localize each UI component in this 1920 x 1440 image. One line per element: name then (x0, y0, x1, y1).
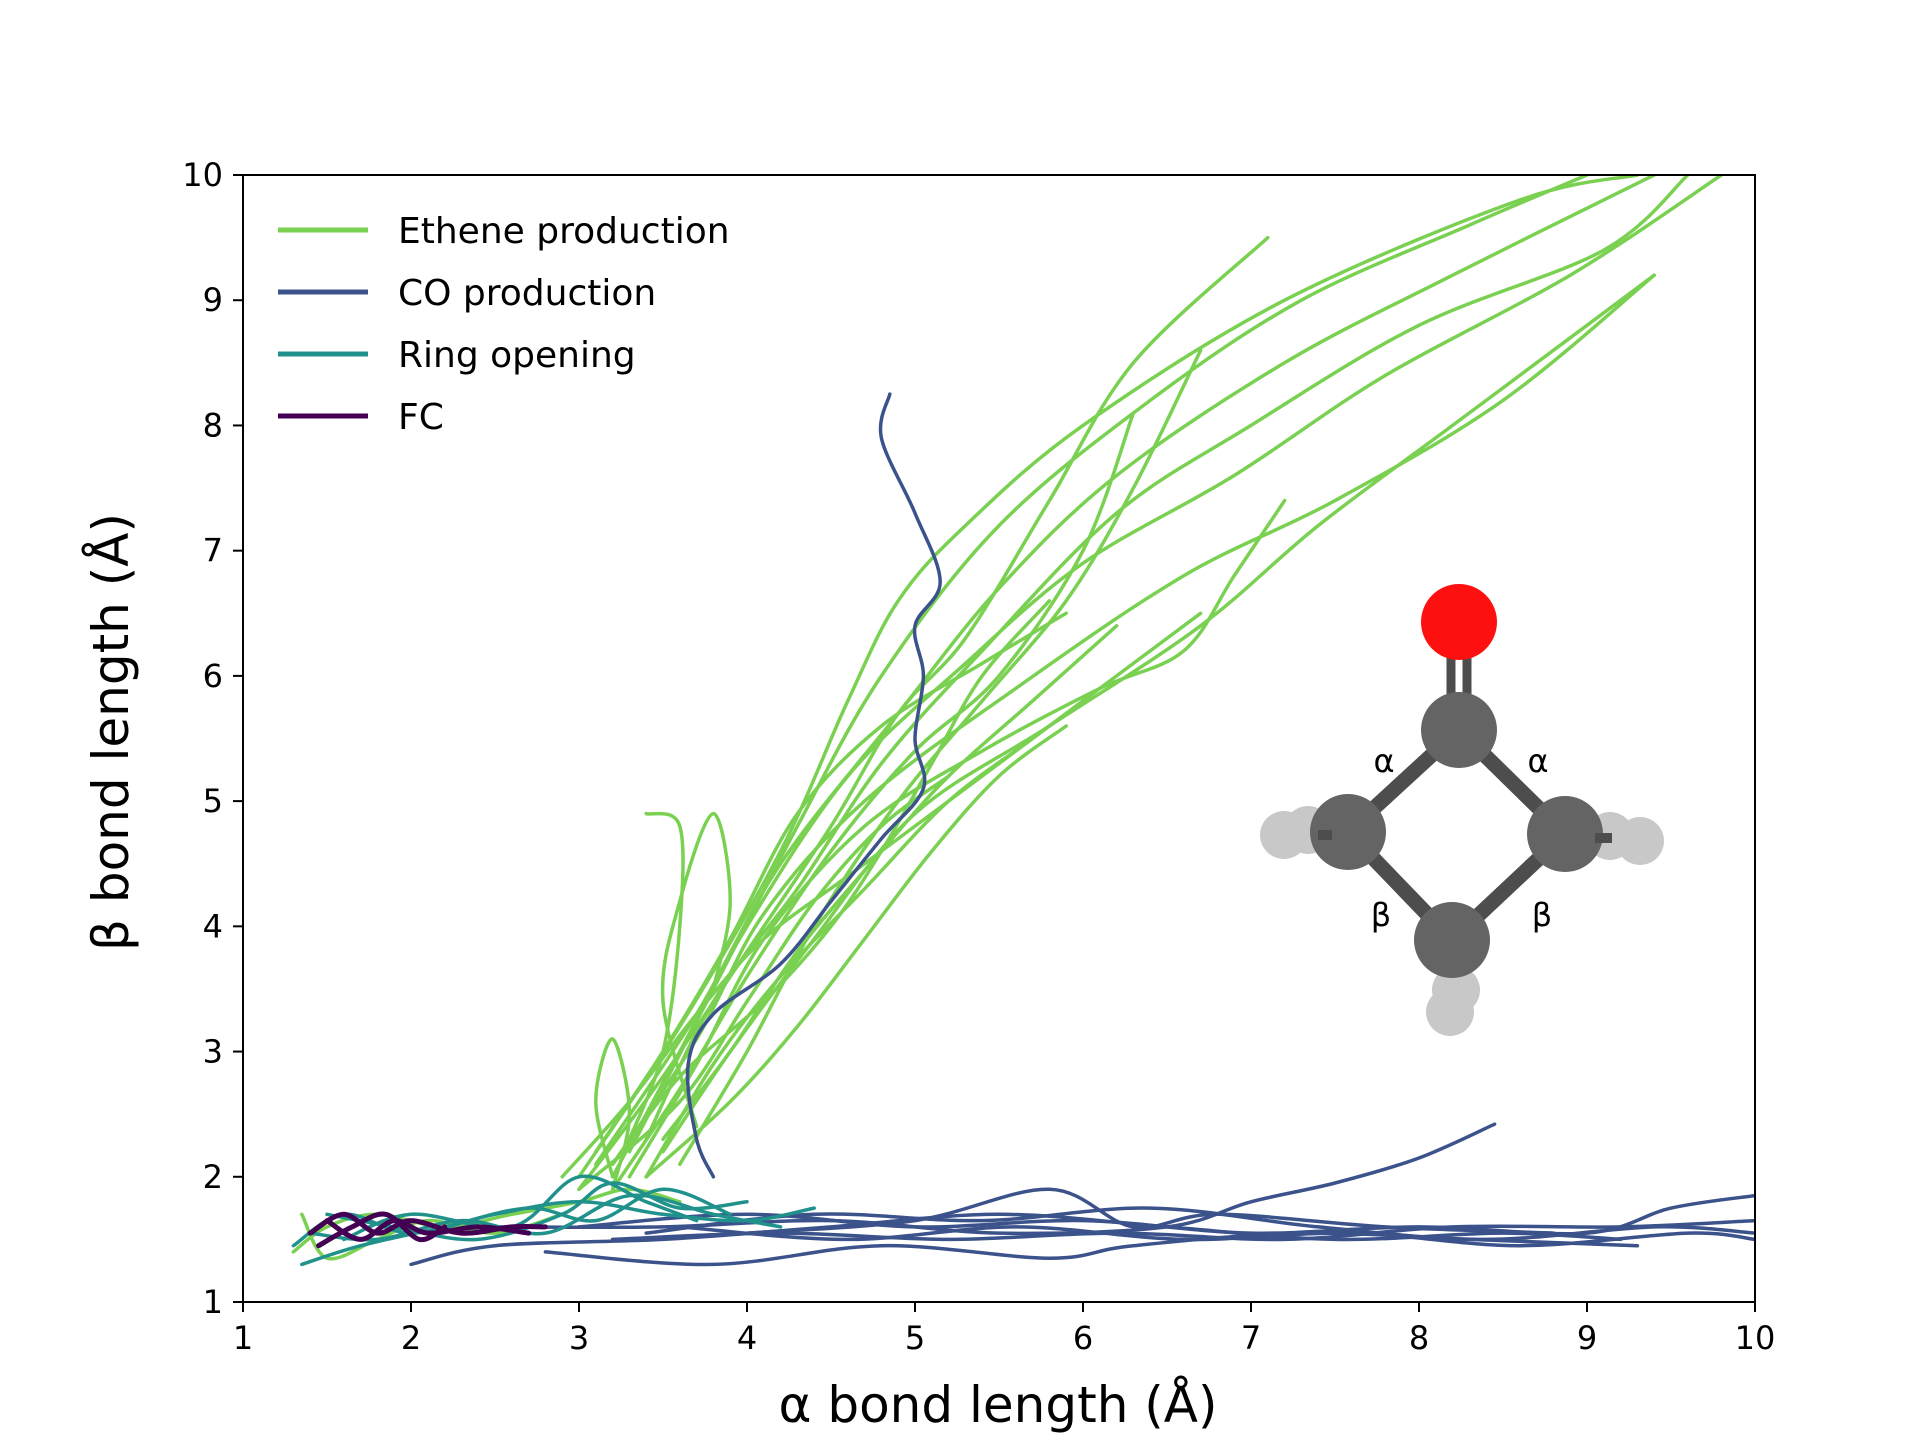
legend-label: FC (398, 397, 444, 438)
carbon-atom-left (1310, 794, 1386, 870)
trajectory-line (627, 811, 685, 1141)
series-co-production (409, 392, 1755, 1267)
x-tick-label: 4 (737, 1319, 757, 1357)
x-tick-label: 2 (401, 1319, 421, 1357)
legend-item: Ring opening (278, 335, 636, 376)
trajectory-line (543, 1231, 1640, 1267)
y-tick-label: 5 (203, 782, 223, 820)
alpha-label-right: α (1527, 742, 1548, 780)
x-tick-label: 8 (1409, 1319, 1429, 1357)
trajectory-line (342, 1174, 699, 1242)
oxygen-atom (1421, 584, 1497, 660)
legend-label: CO production (398, 273, 656, 314)
ticks-layer: 1 2 3 4 5 6 7 8 9 10 1 2 3 4 5 6 7 8 9 10 (182, 156, 1775, 1357)
legend-item: FC (278, 397, 444, 438)
trajectory-line (594, 1037, 632, 1192)
x-axis-label: α bond length (Å) (779, 1376, 1218, 1434)
y-tick-label: 9 (203, 281, 223, 319)
y-tick-label: 3 (203, 1033, 223, 1071)
y-tick-label: 7 (203, 532, 223, 570)
trajectory-line (324, 1218, 532, 1242)
series-ethene-production (291, 175, 1724, 1261)
legend-label: Ethene production (398, 211, 730, 252)
y-tick-label: 4 (203, 907, 223, 945)
hydrogen-atom (1426, 988, 1474, 1036)
y-tick-label: 6 (203, 657, 223, 695)
y-tick-label: 2 (203, 1158, 223, 1196)
trajectory-line (644, 724, 1068, 1179)
x-tick-label: 1 (233, 1319, 253, 1357)
y-tick-label: 10 (182, 156, 223, 194)
trajectory-line (745, 1187, 1556, 1235)
trajectory-line (610, 175, 1724, 1179)
trajectory-line (685, 392, 942, 1179)
trajectory-line (644, 175, 1690, 1141)
beta-label-left: β (1371, 896, 1391, 934)
x-tick-label: 6 (1073, 1319, 1093, 1357)
trajectory-line (316, 1211, 448, 1249)
legend: Ethene production CO production Ring openi… (278, 211, 730, 438)
trajectory-line (300, 1187, 732, 1267)
hydrogen-atom (1616, 817, 1664, 865)
legend-item: CO production (278, 273, 656, 314)
y-axis-label: β bond length (Å) (82, 513, 140, 951)
trajectory-line (610, 1218, 1755, 1242)
carbon-atom-bottom (1414, 902, 1490, 978)
beta-label-right: β (1532, 896, 1552, 934)
x-tick-label: 3 (569, 1319, 589, 1357)
y-tick-label: 1 (203, 1283, 223, 1321)
carbon-atom-right (1527, 796, 1603, 872)
trajectory-line (644, 1206, 1755, 1242)
alpha-label-left: α (1373, 742, 1394, 780)
x-tick-label: 7 (1241, 1319, 1261, 1357)
series-fc (307, 1211, 548, 1249)
x-tick-label: 9 (1577, 1319, 1597, 1357)
trajectory-line (308, 1193, 783, 1242)
trajectory-line (577, 774, 951, 1192)
trajectory-line (610, 411, 1136, 1192)
plot-frame (242, 174, 1756, 1303)
carbon-atom-carbonyl (1421, 692, 1497, 768)
legend-label: Ring opening (398, 335, 636, 376)
x-tick-label: 5 (905, 1319, 925, 1357)
legend-item: Ethene production (278, 211, 730, 252)
trajectory-line (307, 1211, 548, 1236)
series-layer (291, 175, 1755, 1267)
molecule-inset: α α β β (1260, 584, 1664, 1036)
trajectory-line (644, 611, 1203, 1179)
y-tick-label: 8 (203, 406, 223, 444)
trajectory-line (409, 1212, 1623, 1267)
x-tick-label: 10 (1735, 1319, 1776, 1357)
